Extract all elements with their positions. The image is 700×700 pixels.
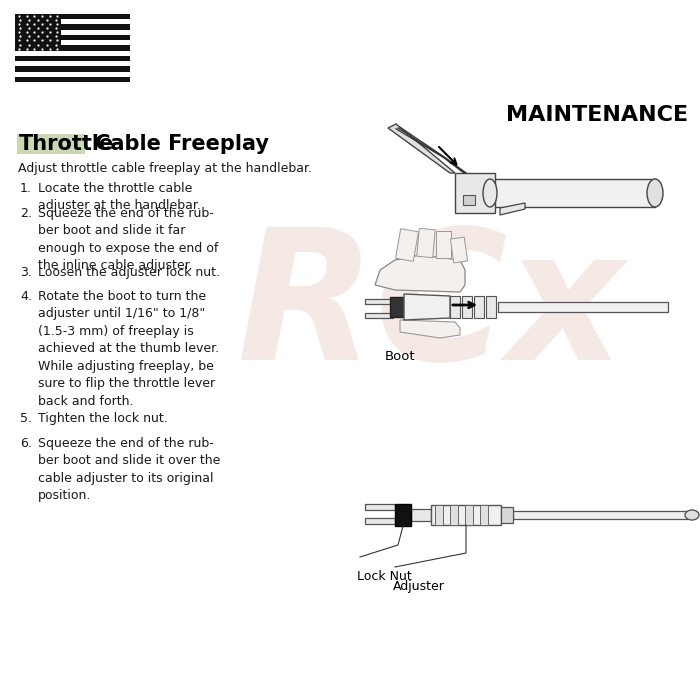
Bar [15, 35, 130, 40]
Bar [15, 25, 130, 29]
Bar [411, 509, 431, 521]
Bar [15, 66, 130, 71]
Bar [463, 195, 475, 205]
Bar [15, 14, 130, 82]
Polygon shape [450, 237, 468, 263]
Bar [15, 56, 130, 61]
Bar [455, 173, 495, 213]
Ellipse shape [685, 510, 699, 520]
Polygon shape [500, 203, 525, 215]
Bar [450, 296, 460, 318]
Text: 2.: 2. [20, 207, 32, 220]
Bar [490, 179, 655, 207]
Polygon shape [388, 124, 455, 173]
Bar [365, 518, 395, 524]
Bar [465, 505, 473, 525]
Bar [17, 134, 85, 154]
Text: Loosen the adjuster lock nut.: Loosen the adjuster lock nut. [38, 266, 220, 279]
Bar [513, 511, 688, 519]
Bar [365, 299, 393, 304]
Ellipse shape [483, 179, 497, 207]
Text: Tighten the lock nut.: Tighten the lock nut. [38, 412, 168, 425]
Text: 6.: 6. [20, 437, 32, 450]
Text: Squeeze the end of the rub-
ber boot and slide it far
enough to expose the end o: Squeeze the end of the rub- ber boot and… [38, 207, 218, 272]
Polygon shape [400, 320, 460, 338]
Bar [15, 77, 130, 82]
Bar [365, 313, 393, 318]
Text: Cable Freeplay: Cable Freeplay [88, 134, 269, 154]
Bar [395, 504, 411, 526]
Bar [474, 296, 484, 318]
Bar [486, 296, 496, 318]
Text: Lock Nut: Lock Nut [357, 570, 412, 583]
Bar [450, 505, 458, 525]
Polygon shape [395, 229, 419, 261]
Text: RCx: RCx [236, 222, 624, 398]
Bar [498, 302, 668, 312]
Polygon shape [404, 294, 450, 320]
Text: Adjust throttle cable freeplay at the handlebar.: Adjust throttle cable freeplay at the ha… [18, 162, 312, 175]
Bar [435, 505, 443, 525]
Text: 5.: 5. [20, 412, 32, 425]
Text: Boot: Boot [385, 350, 416, 363]
Bar [15, 14, 61, 50]
Bar [365, 504, 395, 510]
Text: Rotate the boot to turn the
adjuster until 1/16" to 1/8"
(1.5-3 mm) of freeplay : Rotate the boot to turn the adjuster unt… [38, 290, 219, 408]
Bar [15, 14, 130, 19]
Ellipse shape [647, 179, 663, 207]
Text: Squeeze the end of the rub-
ber boot and slide it over the
cable adjuster to its: Squeeze the end of the rub- ber boot and… [38, 437, 220, 503]
Text: 4.: 4. [20, 290, 32, 303]
Polygon shape [436, 231, 451, 258]
Text: Adjuster: Adjuster [393, 580, 445, 593]
Text: Locate the throttle cable
adjuster at the handlebar.: Locate the throttle cable adjuster at th… [38, 182, 201, 213]
Bar [390, 297, 404, 317]
Bar [480, 505, 488, 525]
Bar [501, 507, 513, 523]
Text: 1.: 1. [20, 182, 32, 195]
Text: Throttle: Throttle [19, 134, 114, 154]
Text: 3.: 3. [20, 266, 32, 279]
Bar [15, 46, 130, 50]
Bar [462, 296, 472, 318]
Polygon shape [375, 255, 465, 292]
Polygon shape [416, 228, 435, 258]
Text: MAINTENANCE: MAINTENANCE [506, 105, 688, 125]
Bar [431, 505, 501, 525]
